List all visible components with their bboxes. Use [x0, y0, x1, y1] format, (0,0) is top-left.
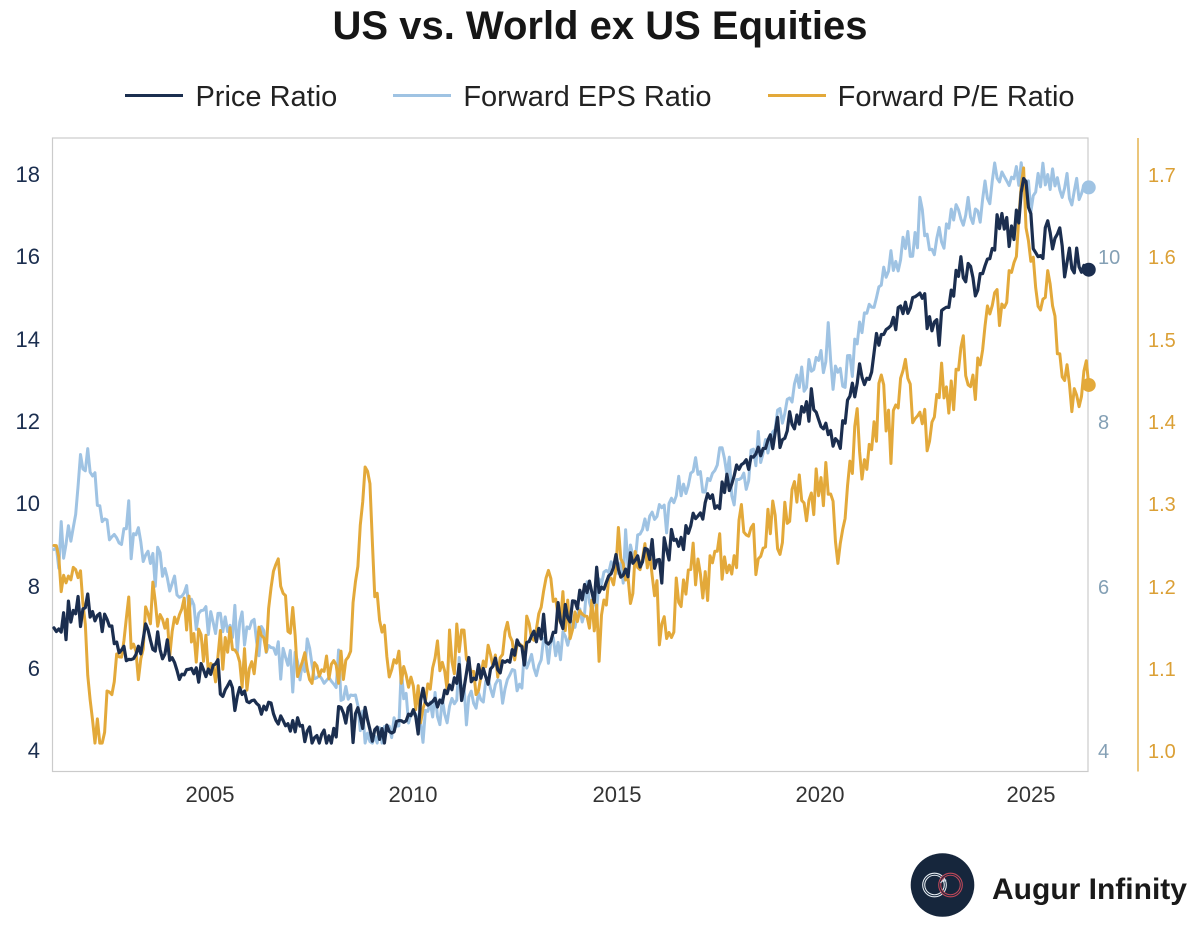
- svg-text:1.0: 1.0: [1148, 741, 1176, 763]
- svg-text:1.6: 1.6: [1148, 247, 1176, 269]
- svg-text:2025: 2025: [1007, 782, 1056, 807]
- svg-text:1.4: 1.4: [1148, 412, 1176, 434]
- svg-text:6: 6: [28, 656, 40, 681]
- svg-text:6: 6: [1098, 577, 1109, 599]
- svg-text:4: 4: [28, 738, 40, 763]
- svg-text:1.5: 1.5: [1148, 330, 1176, 352]
- svg-text:14: 14: [16, 327, 40, 352]
- svg-text:1.7: 1.7: [1148, 165, 1176, 187]
- svg-text:12: 12: [16, 409, 40, 434]
- svg-text:1.1: 1.1: [1148, 659, 1176, 681]
- svg-text:2010: 2010: [389, 782, 438, 807]
- svg-text:16: 16: [16, 244, 40, 269]
- svg-text:10: 10: [1098, 247, 1120, 269]
- svg-text:2005: 2005: [186, 782, 235, 807]
- svg-text:Augur Infinity: Augur Infinity: [992, 873, 1187, 906]
- svg-text:8: 8: [1098, 412, 1109, 434]
- svg-text:18: 18: [16, 162, 40, 187]
- svg-text:8: 8: [28, 574, 40, 599]
- svg-text:1.3: 1.3: [1148, 494, 1176, 516]
- svg-text:1.2: 1.2: [1148, 577, 1176, 599]
- svg-text:2020: 2020: [796, 782, 845, 807]
- svg-text:2015: 2015: [593, 782, 642, 807]
- svg-text:10: 10: [16, 491, 40, 516]
- svg-text:4: 4: [1098, 741, 1109, 763]
